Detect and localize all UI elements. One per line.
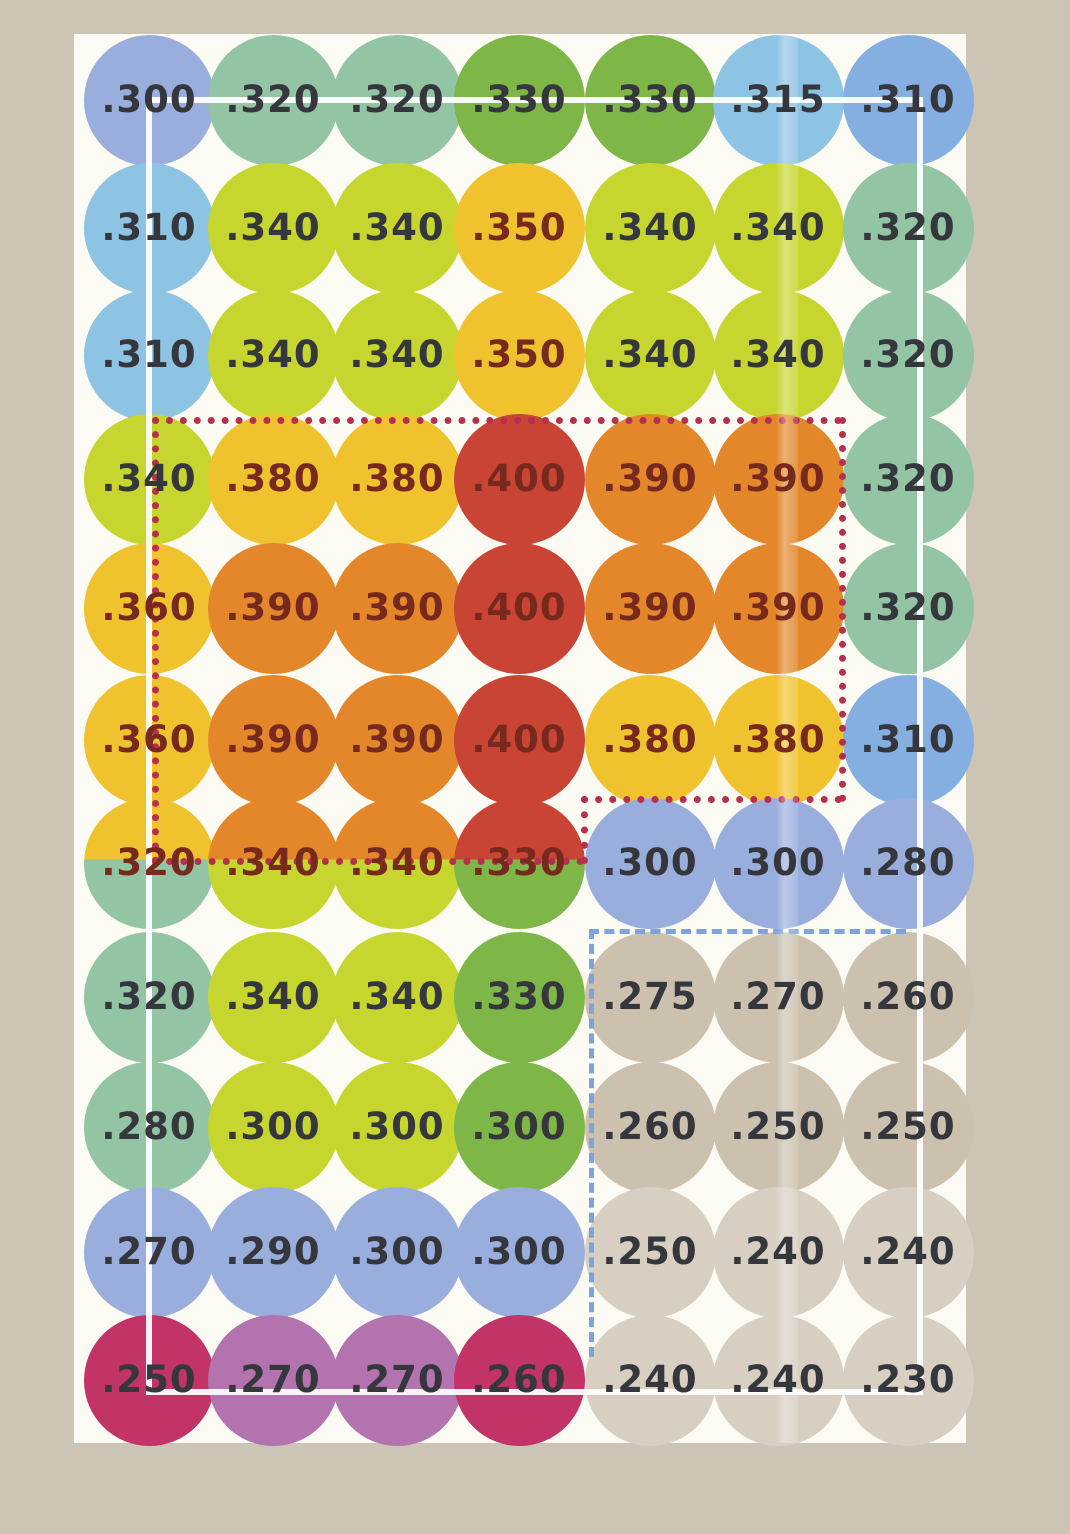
- dot-grid-panel: [74, 34, 966, 1443]
